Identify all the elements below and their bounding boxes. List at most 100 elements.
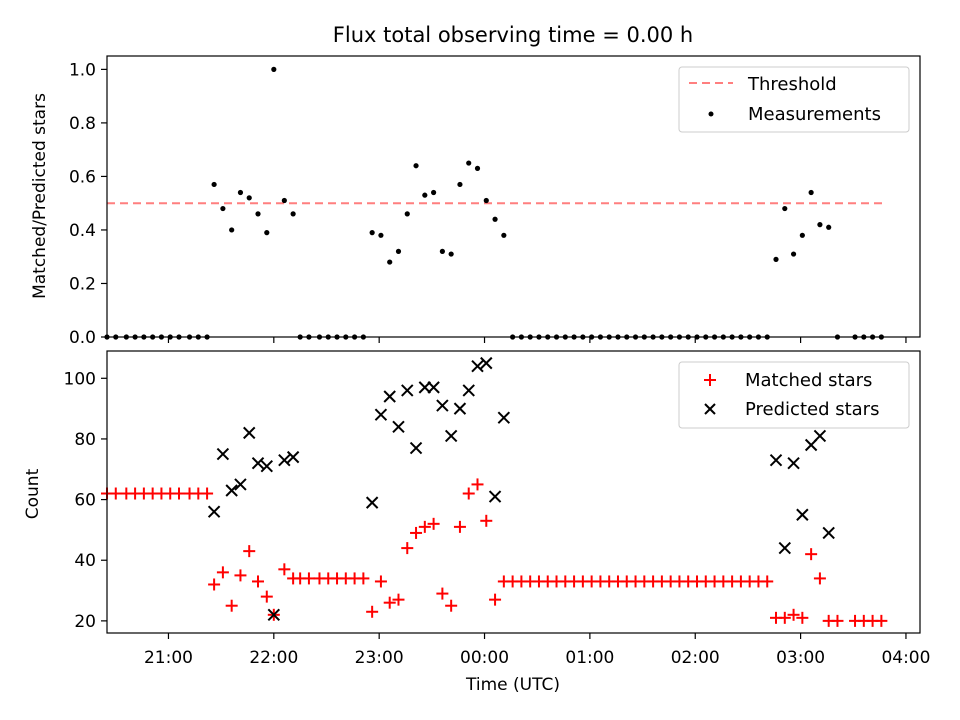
count-x-axis-label: Time (UTC) bbox=[465, 675, 560, 695]
legend-matched-marker bbox=[704, 374, 716, 386]
predicted-point bbox=[267, 608, 281, 622]
predicted-point bbox=[471, 359, 484, 373]
measurement-point bbox=[387, 259, 393, 265]
count-y-tick-label: 100 bbox=[64, 369, 96, 389]
matched-point bbox=[392, 593, 405, 606]
matched-point bbox=[234, 569, 247, 582]
ratio-panel: 0.0 0.2 0.4 0.6 0.8 1.0 Matched/Predicted sta… bbox=[30, 55, 921, 348]
count-y-tick-label: 80 bbox=[74, 430, 96, 450]
measurement-point bbox=[466, 160, 472, 166]
count-y-tick-label: 60 bbox=[74, 491, 96, 511]
matched-point bbox=[374, 575, 387, 588]
predicted-point bbox=[822, 526, 835, 540]
count-y-tick-label: 20 bbox=[74, 612, 96, 632]
ratio-y-tick-label: 0.0 bbox=[69, 328, 96, 348]
matched-point bbox=[260, 590, 273, 603]
predicted-point bbox=[286, 450, 300, 464]
matched-point bbox=[366, 605, 379, 618]
measurement-point bbox=[439, 248, 445, 254]
measurement-point bbox=[281, 197, 287, 204]
count-axes-frame bbox=[106, 350, 921, 634]
predicted-point bbox=[769, 453, 783, 467]
matched-point bbox=[243, 545, 256, 558]
ratio-legend-box bbox=[678, 66, 910, 133]
measurement-point bbox=[448, 251, 454, 257]
measurement-point bbox=[395, 248, 402, 254]
measurement-point bbox=[246, 195, 252, 201]
predicted-point bbox=[374, 408, 388, 421]
matched-point bbox=[480, 514, 493, 527]
predicted-point bbox=[418, 381, 432, 394]
predicted-point bbox=[383, 390, 396, 403]
predicted-point bbox=[796, 508, 809, 521]
measurement-point bbox=[773, 256, 779, 262]
matched-point bbox=[805, 548, 818, 561]
count-x-tick-label: 02:00 bbox=[671, 648, 720, 668]
ratio-y-ticks: 0.0 0.2 0.4 0.6 0.8 1.0 bbox=[69, 60, 107, 348]
matched-point bbox=[831, 614, 844, 627]
ratio-legend: Threshold Measurements bbox=[678, 66, 910, 133]
matched-point bbox=[427, 517, 440, 530]
matched-point bbox=[201, 487, 214, 500]
predicted-point bbox=[409, 441, 423, 455]
measurement-point bbox=[457, 181, 463, 188]
measurement-point bbox=[369, 230, 375, 236]
matched-point bbox=[453, 520, 466, 533]
matched-point bbox=[471, 478, 484, 491]
legend-threshold-label: Threshold bbox=[747, 74, 837, 95]
matched-point bbox=[410, 526, 423, 539]
measurement-point bbox=[474, 165, 481, 171]
count-x-ticks: 21:00 22:00 23:00 00:00 01:00 02:00 03:00 04:00 bbox=[144, 633, 930, 668]
measurement-point bbox=[782, 205, 788, 212]
count-x-tick-label: 22:00 bbox=[249, 648, 298, 668]
matched-point bbox=[252, 575, 265, 588]
figure-title: Flux total observing time = 0.00 h bbox=[333, 23, 693, 47]
count-plot-area bbox=[101, 356, 888, 627]
predicted-point bbox=[436, 399, 449, 412]
ratio-y-tick-label: 0.8 bbox=[69, 114, 96, 134]
matched-point bbox=[796, 611, 809, 624]
predicted-point bbox=[497, 411, 511, 424]
predicted-point bbox=[251, 456, 265, 470]
legend-predicted-marker bbox=[704, 403, 716, 415]
measurement-point bbox=[817, 222, 823, 228]
ratio-x-ticks bbox=[167, 337, 907, 343]
matched-point bbox=[208, 578, 221, 591]
count-x-tick-label: 21:00 bbox=[144, 648, 193, 668]
measurement-point bbox=[790, 251, 797, 257]
matched-point bbox=[875, 614, 888, 627]
measurement-point bbox=[413, 163, 419, 169]
count-x-tick-label: 01:00 bbox=[565, 648, 614, 668]
measurement-point bbox=[808, 189, 814, 196]
measurement-point bbox=[422, 192, 428, 198]
matched-point bbox=[172, 487, 185, 500]
count-y-ticks: 20 40 60 80 100 bbox=[64, 369, 107, 632]
predicted-point bbox=[453, 402, 467, 415]
measurement-point bbox=[229, 227, 235, 233]
ratio-y-tick-label: 0.6 bbox=[69, 167, 96, 187]
measurement-point bbox=[271, 66, 277, 72]
count-y-axis-label: Count bbox=[23, 468, 43, 519]
measurement-point bbox=[492, 216, 498, 222]
legend-measurements-dot bbox=[708, 111, 714, 117]
predicted-point bbox=[488, 490, 502, 503]
ratio-y-axis-label: Matched/Predicted stars bbox=[30, 93, 50, 299]
measurement-point bbox=[404, 211, 410, 217]
matched-point bbox=[778, 611, 791, 624]
matched-point bbox=[225, 599, 238, 612]
predicted-point bbox=[392, 420, 405, 434]
matched-point bbox=[302, 572, 315, 585]
ratio-y-tick-label: 0.4 bbox=[69, 221, 96, 241]
predicted-point bbox=[787, 456, 800, 470]
measurement-point bbox=[799, 232, 805, 238]
matched-point bbox=[787, 608, 800, 621]
measurement-point bbox=[290, 211, 296, 217]
predicted-point bbox=[778, 541, 791, 555]
matched-point bbox=[761, 575, 774, 588]
measurement-point bbox=[483, 197, 489, 204]
count-panel: 20 40 60 80 100 21:00 22:00 23:00 00:00 01:00 02:… bbox=[23, 350, 930, 695]
measurement-point bbox=[211, 181, 217, 188]
predicted-point bbox=[813, 429, 827, 443]
predicted-point bbox=[365, 496, 379, 509]
predicted-point bbox=[225, 484, 238, 497]
